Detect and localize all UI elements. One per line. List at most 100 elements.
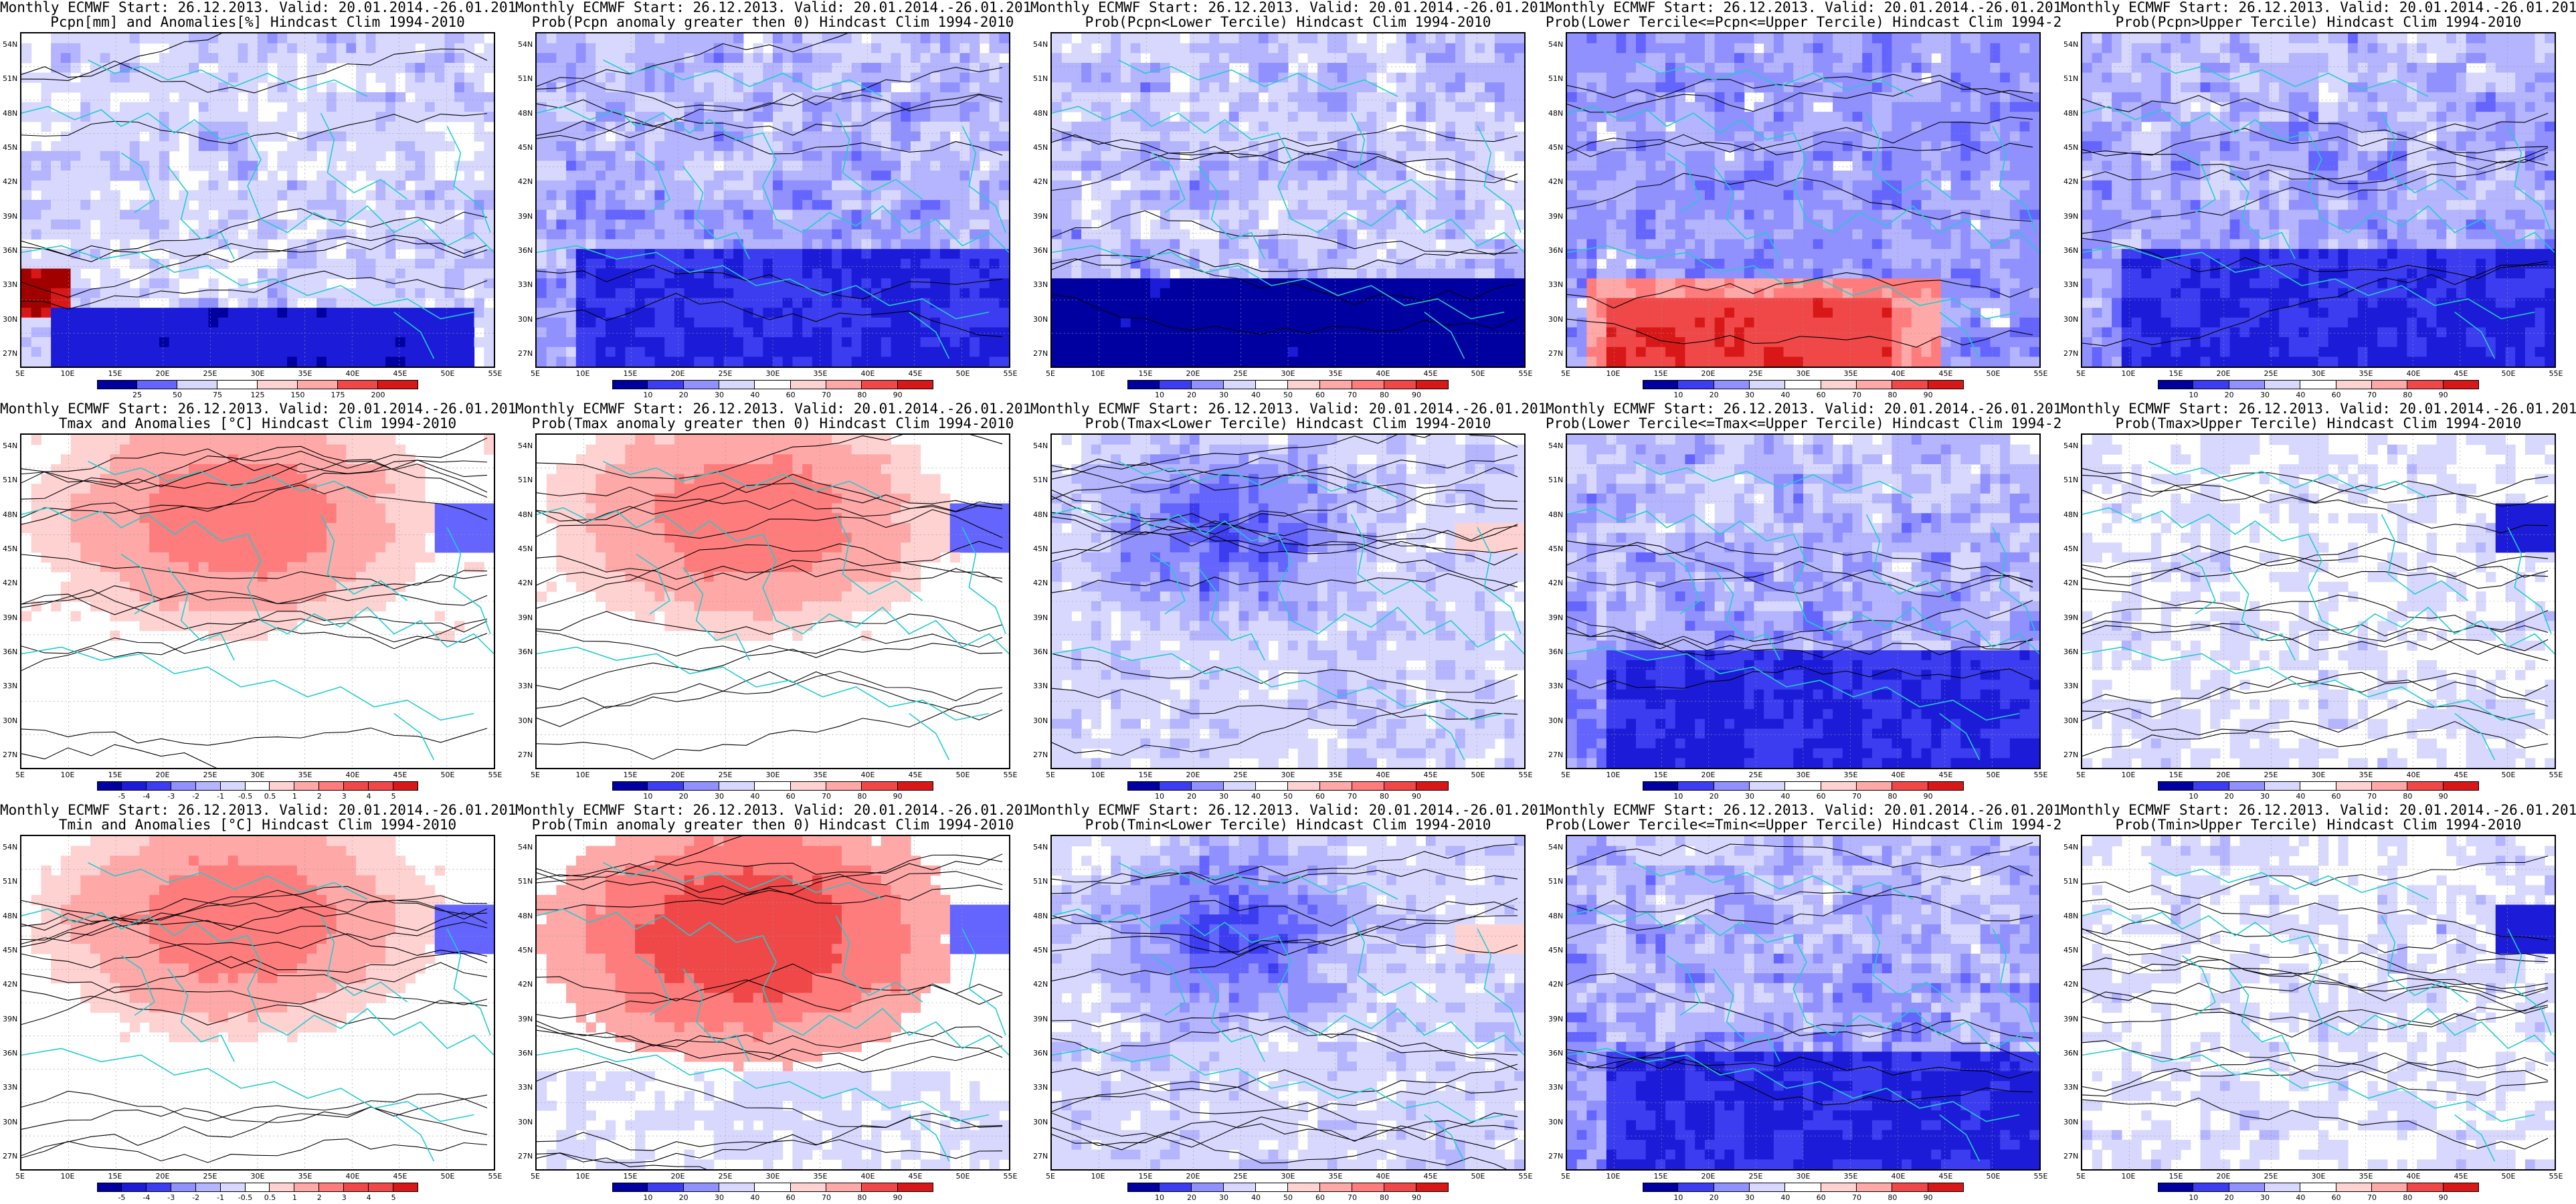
shaded-cell <box>782 327 794 338</box>
shaded-cell <box>356 131 367 142</box>
shaded-cell <box>989 102 1000 112</box>
shaded-cell <box>1160 229 1171 240</box>
shaded-cell <box>60 278 72 289</box>
shaded-cell <box>1091 82 1102 93</box>
shaded-cell <box>792 171 803 181</box>
shaded-cell <box>989 337 1000 348</box>
shaded-cell <box>1317 92 1328 103</box>
shaded-cell <box>674 92 685 103</box>
shaded-cell <box>1455 112 1466 122</box>
shaded-cell <box>425 171 436 181</box>
shaded-cell <box>684 317 695 328</box>
shaded-cell <box>1307 161 1318 171</box>
shaded-cell <box>654 43 665 54</box>
colorbar-tick-label: 30 <box>715 391 724 399</box>
shaded-cell <box>930 278 941 289</box>
shaded-cell <box>664 209 675 220</box>
shaded-cell <box>1278 102 1289 112</box>
shaded-cell <box>258 298 268 308</box>
shaded-cell <box>1061 200 1073 211</box>
shaded-cell <box>753 268 763 279</box>
shaded-cell <box>832 161 842 171</box>
shaded-cell <box>1337 180 1348 191</box>
shaded-cell <box>1278 112 1289 122</box>
shaded-cell <box>1406 209 1416 220</box>
shaded-cell <box>812 82 823 93</box>
shaded-cell <box>1695 62 1706 74</box>
shaded-cell <box>1297 62 1309 74</box>
shaded-cell <box>861 62 872 74</box>
shaded-cell <box>356 82 367 93</box>
shaded-cell <box>871 72 882 83</box>
shaded-cell <box>434 298 446 308</box>
shaded-cell <box>1396 229 1407 240</box>
shaded-cell <box>1150 308 1161 318</box>
shaded-cell <box>1425 229 1437 240</box>
shaded-cell <box>1337 229 1348 240</box>
shaded-cell <box>1111 82 1121 93</box>
shaded-cell <box>1950 62 1961 74</box>
shaded-cell <box>1455 337 1466 348</box>
shaded-cell <box>405 72 416 83</box>
shaded-cell <box>615 337 626 348</box>
shaded-cell <box>1504 317 1515 328</box>
shaded-cell <box>704 327 715 338</box>
shaded-cell <box>546 121 557 132</box>
shaded-cell <box>1219 337 1230 348</box>
shaded-cell <box>198 200 209 211</box>
shaded-cell <box>822 298 832 308</box>
shaded-cell <box>248 200 258 211</box>
shaded-cell <box>1180 229 1190 240</box>
shaded-cell <box>316 121 327 132</box>
shaded-cell <box>1386 102 1397 112</box>
shaded-cell <box>615 288 626 299</box>
shaded-cell <box>1111 346 1121 357</box>
shaded-cell <box>287 200 298 211</box>
shaded-cell <box>1209 43 1220 54</box>
shaded-cell <box>1376 337 1387 348</box>
shaded-cell <box>861 200 872 211</box>
shaded-cell <box>999 249 1009 260</box>
shaded-cell <box>832 317 842 328</box>
shaded-cell <box>910 161 921 171</box>
shaded-cell <box>1445 209 1456 220</box>
shaded-cell <box>743 239 754 249</box>
shaded-cell <box>674 200 685 211</box>
shaded-cell <box>80 327 91 338</box>
shaded-cell <box>910 278 921 289</box>
shaded-cell <box>1494 43 1505 54</box>
shaded-cell <box>326 327 337 338</box>
shaded-cell <box>464 219 475 230</box>
shaded-cell <box>1406 141 1416 152</box>
latitude-label: 51N <box>1033 75 1048 82</box>
shaded-cell <box>1416 239 1427 249</box>
shaded-cell <box>1249 308 1259 318</box>
shaded-cell <box>1337 150 1348 162</box>
shaded-cell <box>1249 209 1259 220</box>
shaded-cell <box>1297 209 1309 220</box>
shaded-cell <box>959 102 970 112</box>
shaded-cell <box>1209 288 1220 299</box>
shaded-cell <box>1576 33 1588 44</box>
shaded-cell <box>159 317 170 328</box>
shaded-cell <box>1189 200 1200 211</box>
shaded-cell <box>1327 268 1338 279</box>
shaded-cell <box>1416 258 1427 270</box>
shaded-cell <box>989 278 1000 289</box>
shaded-cell <box>802 102 813 112</box>
shaded-cell <box>454 288 465 299</box>
shaded-cell <box>296 308 308 318</box>
shaded-cell <box>782 33 794 44</box>
shaded-cell <box>120 141 130 152</box>
shaded-cell <box>434 33 446 44</box>
shaded-cell <box>881 112 892 122</box>
shaded-cell <box>792 346 803 357</box>
shaded-cell <box>336 33 347 44</box>
map-frame <box>535 32 1010 368</box>
shaded-cell <box>1199 308 1210 318</box>
shaded-cell <box>1406 288 1416 299</box>
shaded-cell <box>910 346 921 357</box>
shaded-cell <box>949 92 961 103</box>
shaded-cell <box>546 209 557 220</box>
shaded-cell <box>296 268 308 279</box>
